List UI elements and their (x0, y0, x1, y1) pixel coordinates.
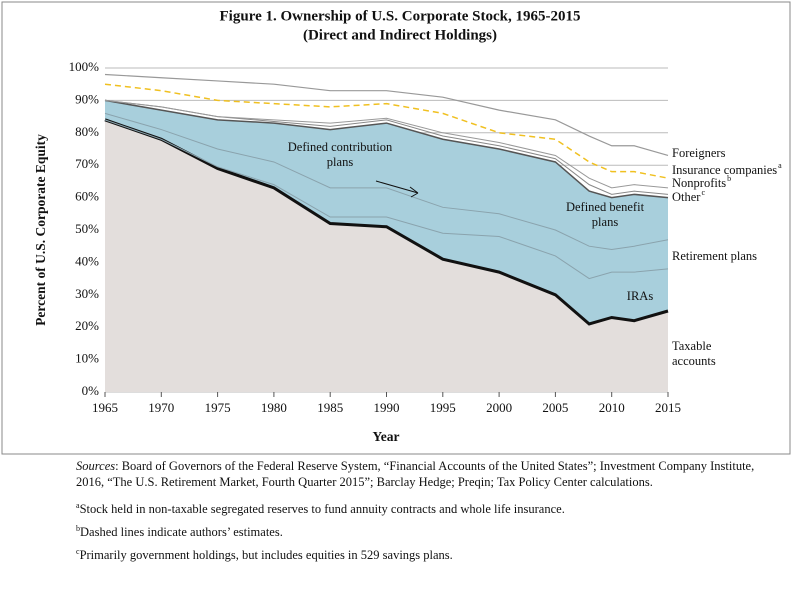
y-tick-label: 90% (75, 91, 99, 106)
x-tick-label: 1985 (317, 400, 343, 415)
sources-label: Sources (76, 459, 116, 473)
footnote-mark: c (76, 547, 80, 557)
x-axis-label: Year (373, 429, 400, 444)
y-tick-label: 60% (75, 189, 99, 204)
series-label-sup: c (701, 188, 705, 197)
y-tick-label: 10% (75, 351, 99, 366)
plot-area: 0% 10% 20% 30% 40% 50% 60% 70% 80% 90% 100% 1965 197… (69, 59, 681, 415)
series-label-sup: a (778, 161, 782, 170)
sources-text: : Board of Governors of the Federal Rese… (76, 459, 755, 489)
footnote-text: Dashed lines indicate authors’ estimates… (80, 525, 283, 540)
chart-title: Figure 1. Ownership of U.S. Corporate St… (220, 8, 581, 24)
footnote: bDashed lines indicate authors’ estimate… (76, 521, 776, 540)
x-tick-label: 1990 (374, 400, 400, 415)
series-line (104, 112, 669, 250)
chart: Figure 1. Ownership of U.S. Corporate St… (1, 1, 791, 455)
x-tick-label: 1965 (92, 400, 118, 415)
y-tick-label: 50% (75, 221, 99, 236)
footnote: aStock held in non-taxable segregated re… (76, 498, 776, 517)
series-label: Nonprofits (672, 176, 726, 190)
series-label: Taxable accounts (672, 339, 716, 368)
series-line (104, 99, 669, 199)
chart-subtitle: (Direct and Indirect Holdings) (303, 27, 497, 43)
y-tick-label: 70% (75, 156, 99, 171)
x-tick-label: 2015 (655, 400, 681, 415)
footnote-mark: b (76, 524, 80, 534)
x-tick-label: 2000 (486, 400, 512, 415)
annotation-arrow (375, 180, 419, 198)
series-label: Defined benefit plans (566, 200, 645, 229)
series-line (104, 118, 669, 326)
series-line (104, 99, 669, 189)
footnote-text: Stock held in non-taxable segregated res… (79, 502, 565, 517)
y-tick-label: 80% (75, 124, 99, 139)
series-label: Insurance companies (672, 163, 777, 177)
series-label: Foreigners (672, 146, 726, 160)
notes: Sources: Board of Governors of the Feder… (76, 458, 776, 567)
series-label: Other (672, 190, 701, 204)
x-tick-label: 1980 (261, 400, 287, 415)
footnote-text: Primarily government holdings, but inclu… (79, 548, 453, 563)
y-tick-label: 20% (75, 318, 99, 333)
x-tick-label: 1995 (430, 400, 456, 415)
y-tick-label: 40% (75, 253, 99, 268)
chart-frame (1, 1, 791, 455)
group-label: Retirement plans (672, 249, 757, 263)
footnote: cPrimarily government holdings, but incl… (76, 544, 776, 563)
area (105, 119, 668, 324)
x-tick-label: 2005 (542, 400, 568, 415)
sources: Sources: Board of Governors of the Feder… (76, 458, 776, 490)
series-label: IRAs (627, 289, 654, 303)
series-label: Defined contribution plans (288, 140, 393, 169)
series-line (104, 119, 669, 280)
x-tick-label: 1975 (205, 400, 231, 415)
y-tick-label: 0% (82, 383, 100, 398)
area (105, 100, 668, 250)
area (105, 113, 668, 279)
x-tick-label: 2010 (599, 400, 625, 415)
x-tick-label: 1970 (148, 400, 174, 415)
series-line (104, 83, 669, 179)
y-tick-label: 100% (69, 59, 100, 74)
series-line (104, 73, 669, 157)
y-axis-label: Percent of U.S. Corporate Equity (33, 134, 48, 326)
y-tick-label: 30% (75, 286, 99, 301)
footnote-mark: a (76, 501, 80, 510)
series-label-sup: b (727, 174, 731, 183)
area (105, 119, 668, 392)
